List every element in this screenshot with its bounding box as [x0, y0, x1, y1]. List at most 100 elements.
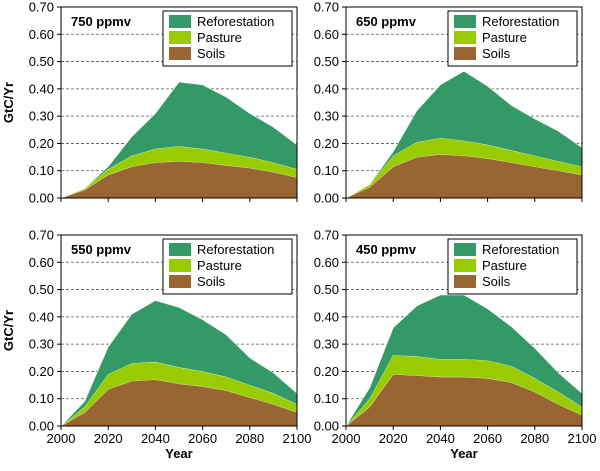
- area-reforestation: [61, 82, 297, 198]
- y-tick-label: 0.00: [314, 419, 339, 434]
- plot-frame: [60, 234, 298, 427]
- chart-panel-2: 0.00 0.10 0.20 0.30 0.40 0.50 0.60 0.70 650 ppmv…: [314, 0, 583, 206]
- x-tick-label: 2060: [473, 431, 502, 446]
- y-tick-label: 0.70: [29, 0, 54, 15]
- y-tick-label: 0.30: [314, 109, 339, 124]
- y-tick-label: 0.50: [29, 282, 54, 297]
- x-tick-label: 2060: [188, 431, 217, 446]
- y-tick-label: 0.60: [314, 255, 339, 270]
- legend-swatch-reforestation: [454, 15, 476, 28]
- legend-label-soils: Soils: [482, 274, 511, 289]
- legend-swatch-soils: [454, 275, 476, 288]
- y-tick-label: 0.30: [29, 337, 54, 352]
- area-soils: [346, 154, 582, 198]
- legend-label-soils: Soils: [482, 46, 511, 61]
- y-tick-label: 0.10: [29, 163, 54, 178]
- plot-frame: [345, 234, 583, 427]
- y-tick-label: 0.70: [314, 0, 339, 15]
- area-soils: [61, 379, 297, 426]
- legend-swatch-pasture: [454, 259, 476, 272]
- panel-title-bg: [64, 238, 142, 260]
- chart-panel-4: 0.00 0.10 0.20 0.30 0.40 0.50 0.60 0.70 2000 2020…: [314, 228, 597, 462]
- y-tick-label: 0.40: [29, 81, 54, 96]
- panel-title-bg: [349, 10, 427, 32]
- panel-title: 550 ppmv: [71, 242, 132, 257]
- y-tick-label: 0.60: [314, 27, 339, 42]
- x-tick-label: 2080: [520, 431, 549, 446]
- legend-label-pasture: Pasture: [197, 258, 242, 273]
- y-tick-label: 0.20: [29, 364, 54, 379]
- y-axis-title: GtC/Yr: [1, 82, 16, 123]
- area-reforestation: [346, 71, 582, 198]
- legend-label-reforestation: Reforestation: [197, 242, 274, 257]
- y-tick-label: 0.30: [29, 109, 54, 124]
- y-tick-label: 0.40: [29, 309, 54, 324]
- area-pasture: [61, 146, 297, 198]
- legend-label-pasture: Pasture: [482, 258, 527, 273]
- plot-frame: [345, 6, 583, 199]
- y-tick-label: 0.20: [314, 136, 339, 151]
- area-pasture: [346, 355, 582, 426]
- y-tick-label: 0.40: [314, 309, 339, 324]
- panel-title: 750 ppmv: [71, 14, 132, 29]
- area-reforestation: [346, 295, 582, 426]
- y-tick-label: 0.60: [29, 255, 54, 270]
- y-tick-label: 0.50: [314, 282, 339, 297]
- y-axis-title: GtC/Yr: [1, 310, 16, 351]
- legend-label-reforestation: Reforestation: [482, 242, 559, 257]
- x-tick-label: 2000: [47, 431, 76, 446]
- x-tick-label: 2040: [141, 431, 170, 446]
- area-soils: [61, 161, 297, 198]
- legend-swatch-soils: [454, 47, 476, 60]
- y-tick-label: 0.50: [29, 54, 54, 69]
- y-tick-label: 0.60: [29, 27, 54, 42]
- area-edge-reforestation: [345, 70, 583, 199]
- legend-label-soils: Soils: [197, 274, 226, 289]
- panel-title-bg: [349, 238, 427, 260]
- chart-panel-3: 0.00 0.10 0.20 0.30 0.40 0.50 0.60 0.70 2000 2020…: [1, 228, 311, 462]
- y-tick-label: 0.30: [314, 337, 339, 352]
- x-axis-title: Year: [165, 446, 192, 461]
- y-tick-label: 0.00: [29, 419, 54, 434]
- y-tick-label: 0.70: [314, 228, 339, 243]
- legend-label-pasture: Pasture: [197, 30, 242, 45]
- area-edge-reforestation: [60, 300, 298, 427]
- area-edge-reforestation: [345, 294, 583, 427]
- legend-label-reforestation: Reforestation: [482, 14, 559, 29]
- x-tick-label: 2000: [332, 431, 361, 446]
- legend-label-pasture: Pasture: [482, 30, 527, 45]
- x-tick-label: 2100: [568, 431, 597, 446]
- legend-swatch-pasture: [454, 31, 476, 44]
- plot-frame: [60, 6, 298, 199]
- y-tick-label: 0.10: [29, 391, 54, 406]
- legend-label-soils: Soils: [197, 46, 226, 61]
- x-tick-label: 2020: [379, 431, 408, 446]
- x-tick-label: 2080: [235, 431, 264, 446]
- legend-swatch-pasture: [169, 31, 191, 44]
- panel-title-bg: [64, 10, 142, 32]
- x-tick-label: 2100: [283, 431, 312, 446]
- y-tick-label: 0.20: [29, 136, 54, 151]
- legend-label-reforestation: Reforestation: [197, 14, 274, 29]
- y-tick-label: 0.40: [314, 81, 339, 96]
- legend-swatch-soils: [169, 275, 191, 288]
- chart-panel-1: 0.00 0.10 0.20 0.30 0.40 0.50 0.60 0.70 GtC/Yr 75…: [1, 0, 298, 206]
- panel-title: 650 ppmv: [356, 14, 417, 29]
- area-edge-reforestation: [60, 81, 298, 199]
- legend-swatch-pasture: [169, 259, 191, 272]
- y-tick-label: 0.70: [29, 228, 54, 243]
- y-tick-label: 0.10: [314, 163, 339, 178]
- legend-swatch-reforestation: [169, 243, 191, 256]
- legend-swatch-soils: [169, 47, 191, 60]
- y-tick-label: 0.00: [314, 191, 339, 206]
- area-pasture: [61, 361, 297, 426]
- panel-title: 450 ppmv: [356, 242, 417, 257]
- x-axis-title: Year: [450, 446, 477, 461]
- legend-swatch-reforestation: [169, 15, 191, 28]
- x-tick-label: 2040: [426, 431, 455, 446]
- legend-swatch-reforestation: [454, 243, 476, 256]
- y-tick-label: 0.00: [29, 191, 54, 206]
- y-tick-label: 0.50: [314, 54, 339, 69]
- y-tick-label: 0.10: [314, 391, 339, 406]
